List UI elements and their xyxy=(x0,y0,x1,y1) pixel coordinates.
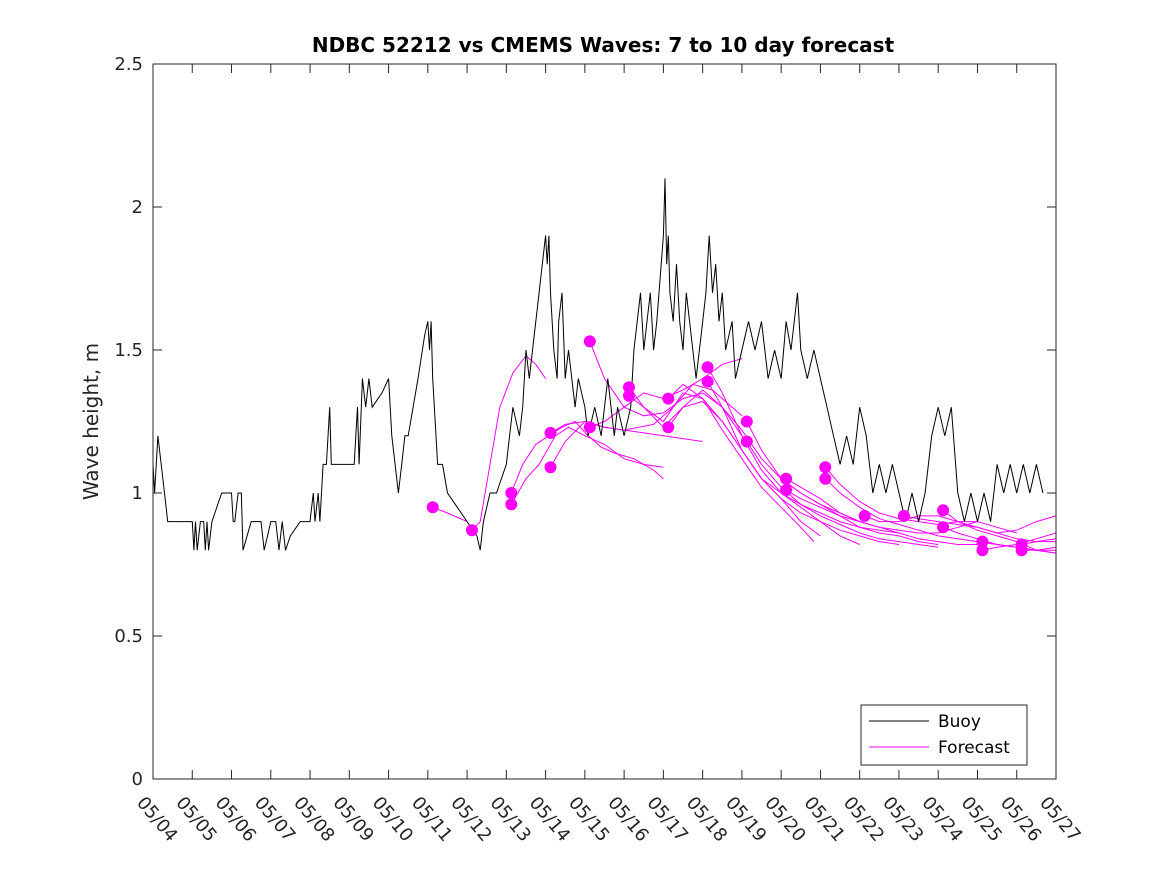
forecast-line xyxy=(746,441,939,548)
forecast-marker xyxy=(426,501,439,514)
forecast-line xyxy=(471,354,547,531)
y-tick-label: 1.5 xyxy=(114,340,143,361)
forecast-line xyxy=(628,392,815,542)
buoy-line-group xyxy=(152,178,1044,551)
forecast-marker xyxy=(976,535,989,548)
forecast-marker xyxy=(623,381,635,394)
axes-box xyxy=(152,63,1057,780)
forecast-marker xyxy=(937,504,950,517)
forecast-marker xyxy=(740,415,753,428)
forecast-marker xyxy=(701,375,714,388)
forecast-marker xyxy=(1015,544,1028,557)
y-tick-label: 1 xyxy=(132,483,143,504)
y-tick-label: 0.5 xyxy=(114,626,143,647)
forecast-marker xyxy=(780,472,793,485)
forecast-marker xyxy=(701,361,714,374)
forecast-line xyxy=(785,489,978,545)
forecast-marker xyxy=(976,544,989,557)
forecast-marker xyxy=(937,521,950,534)
forecast-marker xyxy=(819,461,832,474)
forecast-marker xyxy=(583,421,596,434)
forecast-line xyxy=(510,420,664,494)
forecast-marker xyxy=(505,487,518,499)
forecast-marker xyxy=(583,335,596,348)
legend: Buoy Forecast xyxy=(860,704,1028,766)
forecast-line xyxy=(550,383,743,468)
forecast-line xyxy=(510,426,664,505)
forecast-marker xyxy=(544,426,557,439)
forecast-markers xyxy=(426,335,1028,557)
y-tick-label: 2 xyxy=(132,197,143,218)
forecast-marker xyxy=(819,472,832,485)
buoy-line xyxy=(152,178,1044,551)
y-axis-ticks: 0 0.5 1 1.5 2 2.5 xyxy=(114,54,1056,790)
forecast-marker xyxy=(662,421,675,434)
forecast-marker xyxy=(858,509,871,522)
y-tick-label: 2.5 xyxy=(114,54,143,75)
forecast-line xyxy=(707,381,900,545)
forecast-marker xyxy=(544,461,557,474)
forecast-line xyxy=(667,389,860,523)
forecast-marker xyxy=(740,435,753,448)
legend-forecast-label: Forecast xyxy=(938,738,1010,758)
forecast-marker xyxy=(505,498,518,511)
y-axis-label: Wave height, m xyxy=(79,343,103,500)
forecast-line xyxy=(589,341,743,437)
forecast-marker xyxy=(780,484,793,497)
y-tick-label: 0 xyxy=(132,769,143,790)
legend-box xyxy=(860,704,1028,766)
forecast-marker xyxy=(623,389,635,402)
forecast-marker xyxy=(662,392,675,405)
chart-title: NDBC 52212 vs CMEMS Waves: 7 to 10 day f… xyxy=(312,33,895,57)
forecast-marker xyxy=(466,524,478,537)
forecast-marker xyxy=(897,509,910,522)
axes xyxy=(152,63,1057,780)
legend-buoy-label: Buoy xyxy=(938,712,981,732)
